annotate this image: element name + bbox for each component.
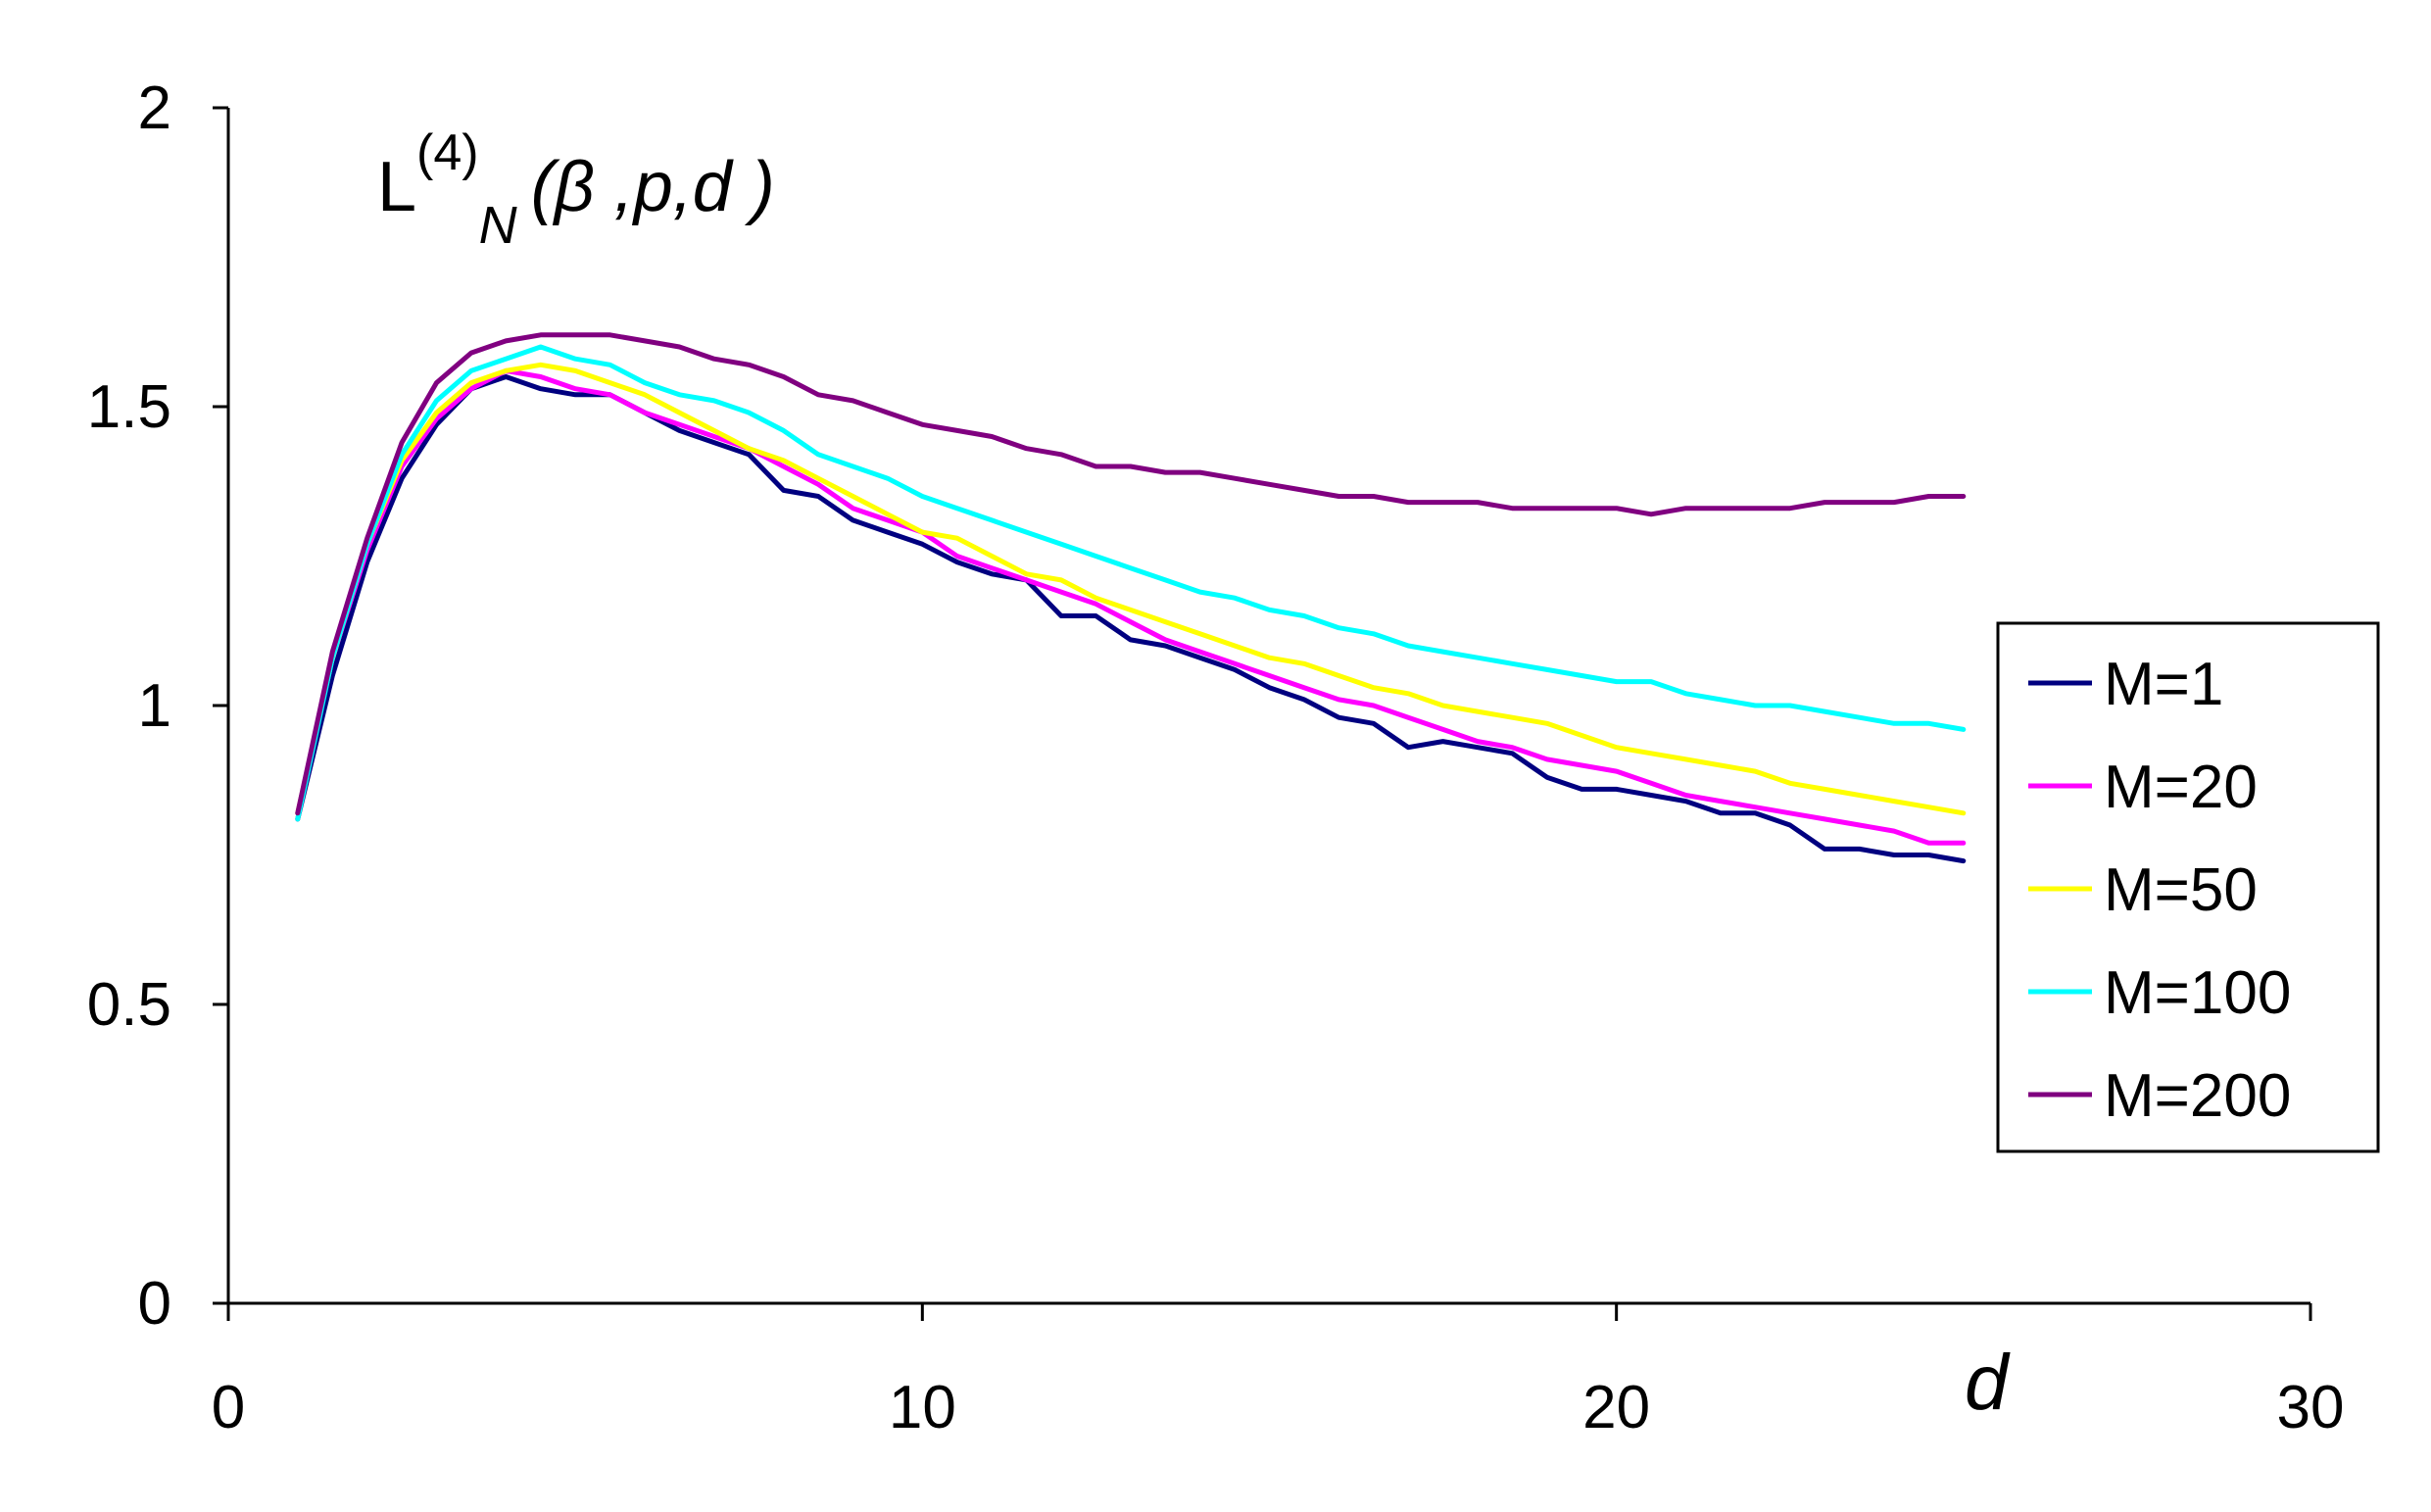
y-tick-label: 0.5 [87,971,171,1039]
series-line-m-1 [295,374,1967,864]
y-tick-label: 2 [138,74,171,142]
series-line-m-100 [295,344,1967,822]
legend-label: M=200 [2104,1062,2291,1130]
legend-label: M=50 [2104,856,2258,924]
legend-label: M=1 [2104,651,2223,718]
x-tick-label: 0 [212,1374,245,1441]
x-axis-ticks: 0 10 20 30 [212,1303,2345,1441]
x-tick-label: 10 [889,1374,956,1441]
legend-label: M=20 [2104,754,2258,821]
legend-label: M=100 [2104,959,2291,1027]
formula-subscript: N [479,196,518,255]
legend: M=1 M=20 M=50 M=100 M=200 [1996,621,2380,1153]
formula-base: L [377,148,416,226]
series-layer [295,332,1967,864]
formula-arguments: (β ,p,d ) [531,148,775,226]
y-axis-ticks: 0 0.5 1 1.5 2 [87,74,228,1338]
y-tick-label: 0 [138,1270,171,1338]
x-tick-label: 30 [2277,1374,2345,1441]
y-tick-label: 1 [138,672,171,740]
series-line-m-50 [295,362,1967,816]
y-tick-label: 1.5 [87,373,171,441]
series-line-m-20 [295,367,1967,846]
legend-items: M=1 M=20 M=50 M=100 M=200 [2028,651,2291,1130]
formula-superscript: (4) [416,124,479,181]
formula-annotation: L(4)N (β ,p,d ) [377,124,775,255]
x-tick-label: 20 [1582,1374,1650,1441]
x-axis-title: d [1965,1339,2011,1426]
series-line-m-200 [295,332,1967,816]
